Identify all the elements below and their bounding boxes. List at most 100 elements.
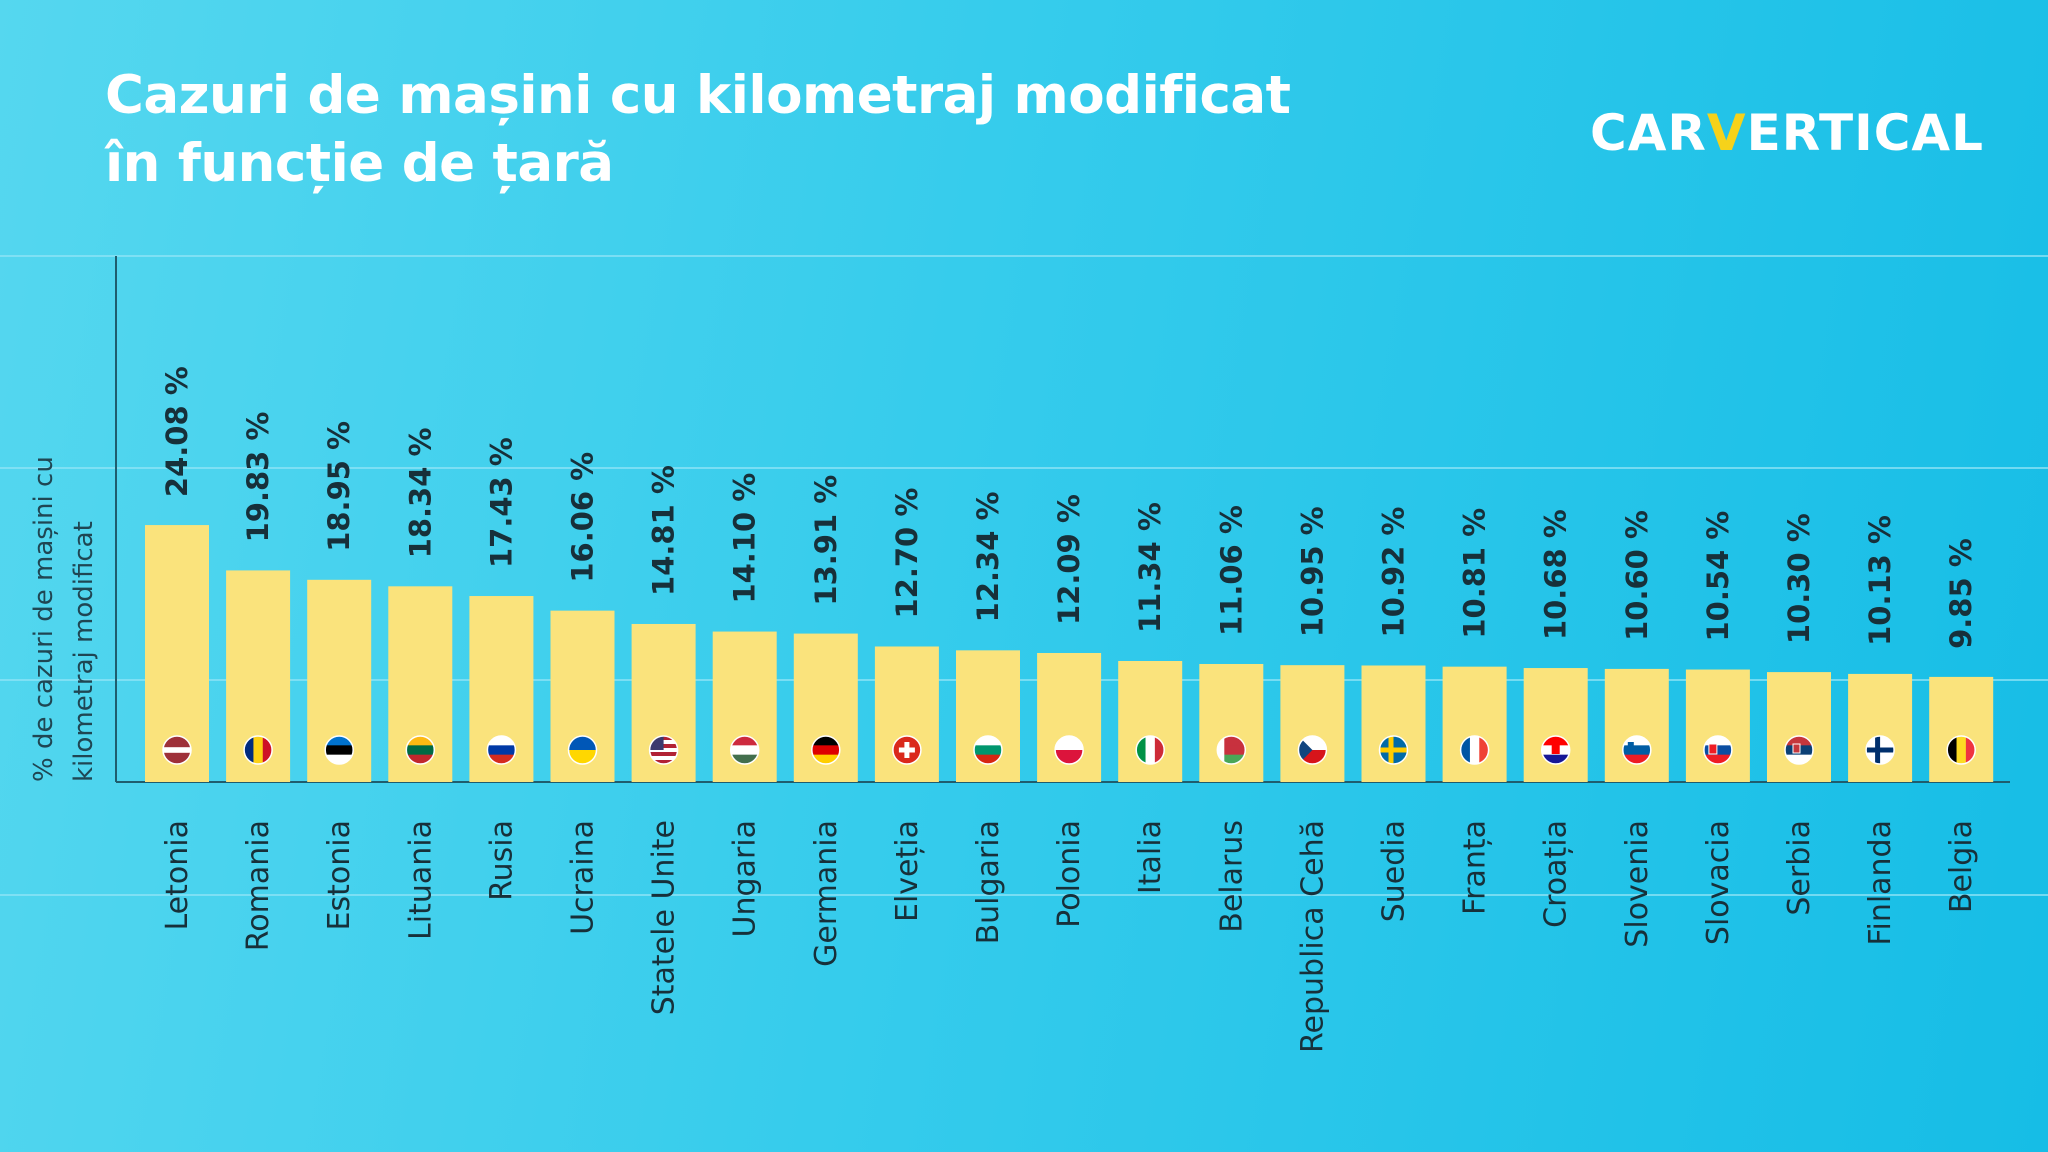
flag-stripe — [1956, 736, 1967, 764]
usa-flag-icon — [648, 735, 679, 765]
value-label: 10.68 % — [1539, 509, 1573, 640]
flag-cross — [1379, 747, 1408, 753]
flag-stripe — [1703, 745, 1732, 756]
flag-stripe — [1622, 754, 1651, 764]
logo-text-left: CAR — [1590, 104, 1707, 162]
flag-rim — [486, 735, 517, 765]
ukraine-flag-icon — [567, 735, 598, 765]
category-label: Elveția — [890, 820, 925, 922]
flag-stripe — [406, 754, 435, 764]
flag-stripe — [730, 754, 759, 764]
slovenia-flag-icon — [1622, 735, 1652, 765]
value-label: 10.30 % — [1782, 513, 1816, 644]
hungary-flag-icon — [729, 735, 760, 765]
flag-stripe — [730, 745, 759, 756]
flag-rim — [1216, 735, 1247, 765]
flag-rim — [324, 735, 354, 765]
value-label: 10.92 % — [1377, 507, 1411, 638]
flag-stripe — [1217, 736, 1246, 746]
value-label: 14.10 % — [728, 473, 762, 604]
italy-flag-icon — [1135, 735, 1165, 765]
flag-rim — [811, 735, 841, 765]
category-label: Suedia — [1377, 820, 1412, 922]
flag-stripe — [1541, 754, 1570, 764]
category-label: Italia — [1133, 820, 1168, 894]
value-label: 10.95 % — [1295, 506, 1329, 637]
flag-rim — [1865, 735, 1895, 765]
flag-stripe — [649, 760, 678, 764]
finland-flag-icon — [1865, 735, 1895, 765]
bulgaria-flag-icon — [973, 735, 1003, 765]
flag-stripe — [649, 752, 678, 757]
category-label: Finlanda — [1863, 820, 1898, 946]
value-label: 12.09 % — [1052, 494, 1086, 625]
flag-stripe — [1479, 736, 1489, 764]
value-label: 16.06 % — [566, 452, 600, 583]
flag-stripe — [325, 754, 354, 764]
flag-triangle — [1298, 736, 1313, 764]
flag-stripe — [1460, 736, 1471, 764]
flag-stripe — [568, 750, 597, 764]
belgium-flag-icon — [1946, 735, 1976, 765]
value-label: 24.08 % — [160, 366, 194, 497]
flag-stripe — [163, 747, 191, 754]
flag-rim — [1622, 735, 1652, 765]
value-label: 10.81 % — [1458, 508, 1492, 639]
flag-cross — [1866, 747, 1895, 753]
page-title: Cazuri de mașini cu kilometraj modificat… — [105, 62, 1291, 198]
flag-stripe — [1217, 745, 1246, 756]
flag-stripe — [244, 736, 254, 764]
czechia-flag-icon — [1297, 735, 1328, 765]
flag-stripe — [568, 736, 597, 751]
logo-text-right: ERTICAL — [1746, 104, 1984, 162]
croatia-flag-icon — [1540, 735, 1571, 765]
carvertical-logo: CARVERTICAL — [1590, 100, 1984, 166]
bar-22 — [1929, 676, 1994, 782]
flag-rim — [1378, 735, 1409, 765]
category-label: Franța — [1458, 820, 1493, 915]
value-label: 17.43 % — [484, 437, 518, 568]
flag-rim — [892, 735, 922, 765]
flag-rim — [1459, 735, 1490, 765]
flag-stripe — [1136, 736, 1147, 764]
flag-cross — [898, 747, 915, 753]
category-label: Letonia — [160, 820, 195, 931]
flag-rim — [648, 735, 679, 765]
flag-stripe — [1622, 736, 1651, 746]
category-label: Belarus — [1214, 820, 1249, 933]
category-label: Germania — [809, 820, 844, 967]
flag-stripe — [1145, 736, 1156, 764]
flag-stripe — [1947, 736, 1958, 764]
flag-rim — [243, 735, 273, 765]
category-label: Belgia — [1944, 820, 1979, 913]
flag-stripe — [163, 752, 191, 759]
title-line-2: în funcție de țară — [105, 133, 614, 194]
flag-stripe — [1785, 754, 1813, 764]
flag-stripe — [811, 745, 840, 756]
value-label: 12.70 % — [890, 488, 924, 619]
category-label: Slovacia — [1701, 820, 1736, 945]
flag-stripe — [974, 736, 1002, 746]
flag-stripe — [811, 736, 840, 746]
flag-stripe — [1055, 736, 1084, 751]
value-label: 11.06 % — [1214, 505, 1248, 636]
flag-rim — [567, 735, 598, 765]
bar-19 — [1685, 669, 1750, 782]
value-label: 14.81 % — [647, 465, 681, 596]
title-line-1: Cazuri de mașini cu kilometraj modificat — [105, 65, 1291, 126]
flag-stripe — [406, 745, 435, 756]
category-label: Estonia — [322, 820, 357, 930]
category-label: Statele Unite — [647, 820, 682, 1015]
flag-rim — [1297, 735, 1328, 765]
flag-rim — [1540, 735, 1571, 765]
bar-17 — [1523, 668, 1588, 782]
bar-18 — [1604, 668, 1669, 782]
romania-flag-icon — [243, 735, 273, 765]
flag-stripe — [649, 748, 678, 753]
flag-stripe — [1217, 754, 1246, 764]
flag-stripe — [1541, 736, 1570, 746]
category-label: Bulgaria — [971, 820, 1006, 944]
flag-rim — [1054, 735, 1084, 765]
category-label: Slovenia — [1620, 820, 1655, 948]
